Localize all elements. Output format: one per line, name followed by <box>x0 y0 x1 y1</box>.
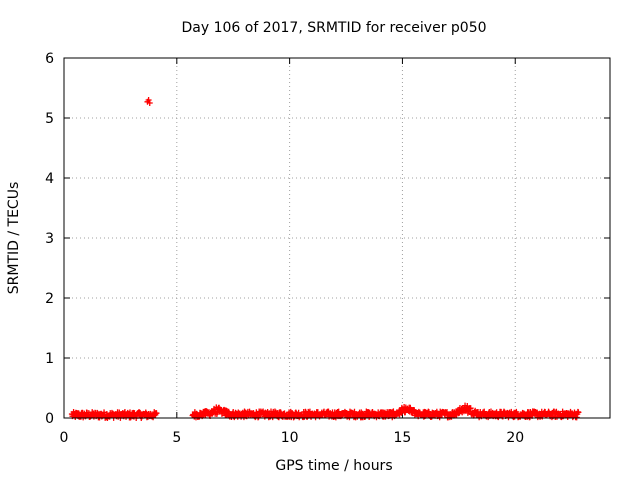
y-tick-label: 4 <box>45 171 54 187</box>
data-point <box>575 409 582 416</box>
tick-labels: 0 5 10 15 20 0 1 2 3 4 5 6 <box>45 51 524 446</box>
x-axis-label: GPS time / hours <box>275 458 392 474</box>
y-tick-label: 0 <box>45 411 54 427</box>
data-points <box>68 97 582 421</box>
grid-lines <box>64 58 610 418</box>
plot-frame <box>63 57 611 419</box>
x-tick-label: 5 <box>172 430 181 446</box>
x-tick-label: 15 <box>394 430 412 446</box>
chart-title: Day 106 of 2017, SRMTID for receiver p05… <box>181 20 486 36</box>
y-tick-label: 5 <box>45 111 54 127</box>
y-tick-label: 3 <box>45 231 54 247</box>
data-point <box>153 410 160 417</box>
y-tick-label: 6 <box>45 51 54 67</box>
x-tick-label: 20 <box>506 430 524 446</box>
x-tick-label: 10 <box>281 430 299 446</box>
y-axis-label: SRMTID / TECUs <box>6 182 22 295</box>
data-point <box>146 100 153 106</box>
data-point <box>467 405 474 412</box>
y-tick-label: 2 <box>45 291 54 307</box>
data-point <box>145 97 152 103</box>
y-tick-label: 1 <box>45 351 54 367</box>
x-tick-label: 0 <box>60 430 69 446</box>
